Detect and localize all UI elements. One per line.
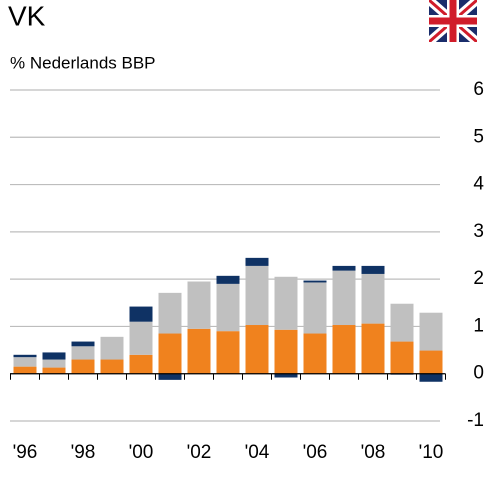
bar-segment [187, 281, 211, 329]
bar-segment [274, 329, 298, 374]
bar-segment [419, 350, 443, 374]
bar-segment [274, 373, 298, 378]
x-tick-label: '98 [71, 442, 96, 463]
chart-subtitle: % Nederlands BBP [10, 53, 156, 72]
bar-segment [303, 282, 327, 334]
x-tick-label: '96 [13, 442, 38, 463]
bar-segment [390, 341, 414, 374]
bar-segment [216, 275, 240, 284]
bar-segment [361, 265, 385, 274]
bar-segment [332, 265, 356, 271]
bar-segment [42, 352, 66, 360]
bar-segment [71, 346, 95, 360]
y-tick-label: 6 [473, 79, 484, 100]
bar-segment [332, 325, 356, 374]
bar-segment [332, 270, 356, 326]
bar-segment [13, 354, 37, 358]
bar-segment [129, 321, 153, 355]
bar-segment [245, 257, 269, 266]
bar-segment [42, 359, 66, 368]
bar-segment [361, 323, 385, 374]
bar-segment [216, 331, 240, 374]
y-tick-label: 2 [473, 268, 484, 289]
y-tick-label: 1 [473, 315, 484, 336]
bar-segment [274, 276, 298, 330]
chart-title: VK [8, 0, 46, 31]
bar-segment [303, 333, 327, 374]
bar-segment [158, 292, 182, 334]
bar-segment [71, 341, 95, 347]
bar-segment [129, 306, 153, 322]
y-tick-label: 5 [473, 126, 484, 147]
x-tick-label: '10 [419, 442, 444, 463]
bar-segment [361, 273, 385, 324]
x-tick-label: '08 [361, 442, 386, 463]
uk-flag [429, 0, 477, 42]
bar-segment [13, 366, 37, 374]
bar-segment [158, 333, 182, 374]
bar-segment [42, 367, 66, 374]
bar-segment [158, 373, 182, 380]
bar-segment [13, 357, 37, 367]
bar-segment [100, 336, 124, 360]
x-tick-label: '04 [245, 442, 270, 463]
bar-segment [419, 312, 443, 351]
bar-segment [216, 283, 240, 332]
bar-segment [187, 328, 211, 374]
y-tick-label: -1 [467, 410, 484, 431]
y-tick-label: 3 [473, 221, 484, 242]
x-tick-label: '06 [303, 442, 328, 463]
x-tick-label: '00 [129, 442, 154, 463]
bar-segment [71, 359, 95, 374]
bar-segment [303, 280, 327, 283]
x-tick-label: '02 [187, 442, 212, 463]
bar-segment [129, 354, 153, 374]
bar-segment [390, 303, 414, 342]
y-tick-label: 0 [473, 363, 484, 384]
bar-segment [100, 359, 124, 374]
bar-segment [245, 265, 269, 326]
y-tick-label: 4 [473, 174, 484, 195]
bar-segment [419, 373, 443, 382]
bar-segment [245, 325, 269, 374]
